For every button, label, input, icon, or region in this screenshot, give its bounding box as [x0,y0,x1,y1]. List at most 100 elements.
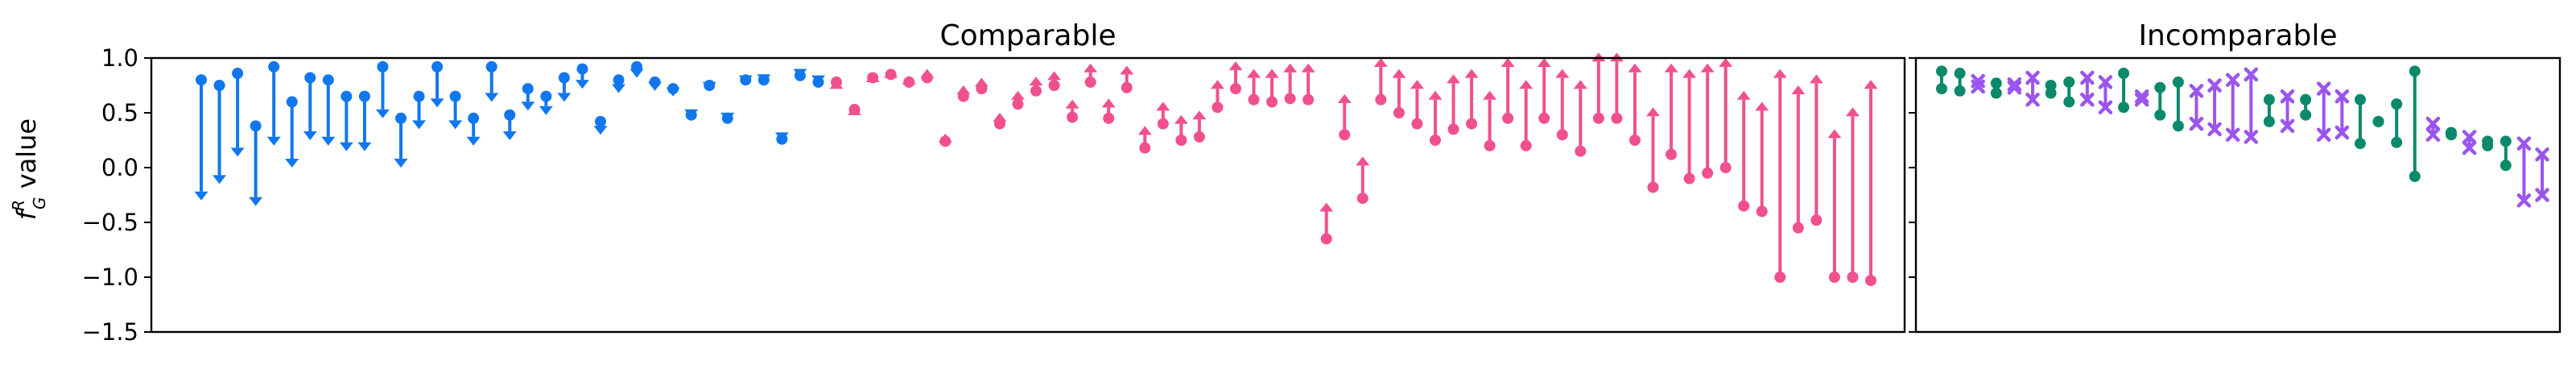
arrow-up [1864,80,1878,287]
incomparable-marks [1936,65,2549,208]
interval-cross [2462,130,2477,156]
arrow-up [829,76,844,89]
interval-dot [2482,135,2494,151]
interval-end-cross [2080,92,2095,107]
start-dot [268,60,280,73]
arrow-up [1773,68,1787,283]
start-dot [1865,275,1876,287]
arrow-up [1301,63,1315,106]
interval-end-cross [2207,78,2222,93]
arrow-up [1555,68,1570,141]
arrow-head [1337,93,1352,103]
start-dot [1175,135,1187,146]
arrow-head [448,120,463,130]
arrow-head [612,84,625,93]
arrow-up [1084,63,1098,88]
interval-end-cross [2516,193,2532,208]
start-dot [413,90,425,102]
interval-end-dot [2172,120,2184,132]
interval-cross [2316,81,2331,142]
interval-dot [2063,76,2075,108]
arrow-head [1137,126,1152,135]
start-dot [377,60,389,73]
arrow-up [1682,68,1697,185]
start-dot [594,115,606,127]
interval-end-dot [1936,65,1947,77]
incomparable-frame [1914,56,2562,334]
arrow-down [321,74,336,146]
y-axis-label-subscript: G [30,197,49,209]
start-dot [1030,85,1042,97]
interval-end-dot [2300,93,2312,106]
arrow-up [1447,74,1460,135]
arrow-down [357,90,372,151]
arrow-up [1283,63,1298,105]
arrow-head [1010,90,1025,100]
start-dot [1157,118,1169,130]
interval-dot [2263,93,2275,127]
start-dot [358,90,370,102]
arrow-up [1827,129,1842,283]
arrow-down [448,90,463,130]
interval-end-cross [2425,127,2441,142]
arrow-head [1664,63,1678,73]
arrow-head [993,113,1007,122]
start-dot [1629,135,1641,146]
y-tick-label: −1.0 [82,263,138,291]
start-dot [1447,123,1459,135]
arrow-down [575,63,589,89]
arrow-head [502,131,517,140]
interval-dot [2118,68,2130,114]
interval-cross [2080,70,2095,107]
arrow-head [1645,107,1660,117]
arrow-down [502,109,517,140]
arrow-down [720,112,735,124]
start-dot [1356,193,1368,205]
start-dot [1611,112,1623,124]
interval-cross [2207,78,2222,137]
interval-end-cross [2189,116,2204,131]
arrow-up [1464,68,1479,130]
arrow-down [557,72,572,102]
arrow-head [1247,68,1261,78]
start-dot [1067,111,1079,123]
arrow-up [1228,61,1243,95]
arrow-head [1537,58,1551,67]
start-dot [1828,272,1840,283]
arrow-up [993,113,1007,130]
interval-end-dot [2445,129,2457,141]
start-dot [1538,112,1550,124]
interval-end-dot [2263,93,2275,106]
arrow-head [1773,68,1787,78]
start-dot [1756,205,1768,218]
incomparable-title: Incomparable [2138,19,2337,52]
interval-dot [2172,76,2184,132]
arrow-head [1283,63,1298,73]
arrow-head [213,175,227,185]
arrow-head [1736,90,1751,100]
arrow-head [1464,68,1479,78]
arrow-up [956,85,971,102]
start-dot [1193,131,1205,143]
interval-end-cross [2280,118,2295,134]
start-dot [576,63,588,75]
interval-end-dot [2172,76,2184,88]
interval-cross [2334,89,2350,140]
arrow-up [1755,102,1769,218]
arrow-up [1591,52,1606,124]
start-dot [1575,145,1587,157]
arrow-up [1047,71,1062,91]
arrow-head [1265,68,1279,78]
arrow-head [865,73,880,83]
arrow-head [1555,68,1570,78]
y-axis-label: fR G value [9,118,49,220]
arrow-up [1265,68,1279,108]
arrow-down [430,60,444,108]
start-dot [213,80,225,91]
arrow-head [1029,77,1043,86]
incomparable-panel: Incomparable [1909,19,2562,334]
arrow-up [1010,90,1025,110]
arrow-head [1628,63,1642,73]
interval-end-dot [1936,83,1947,95]
